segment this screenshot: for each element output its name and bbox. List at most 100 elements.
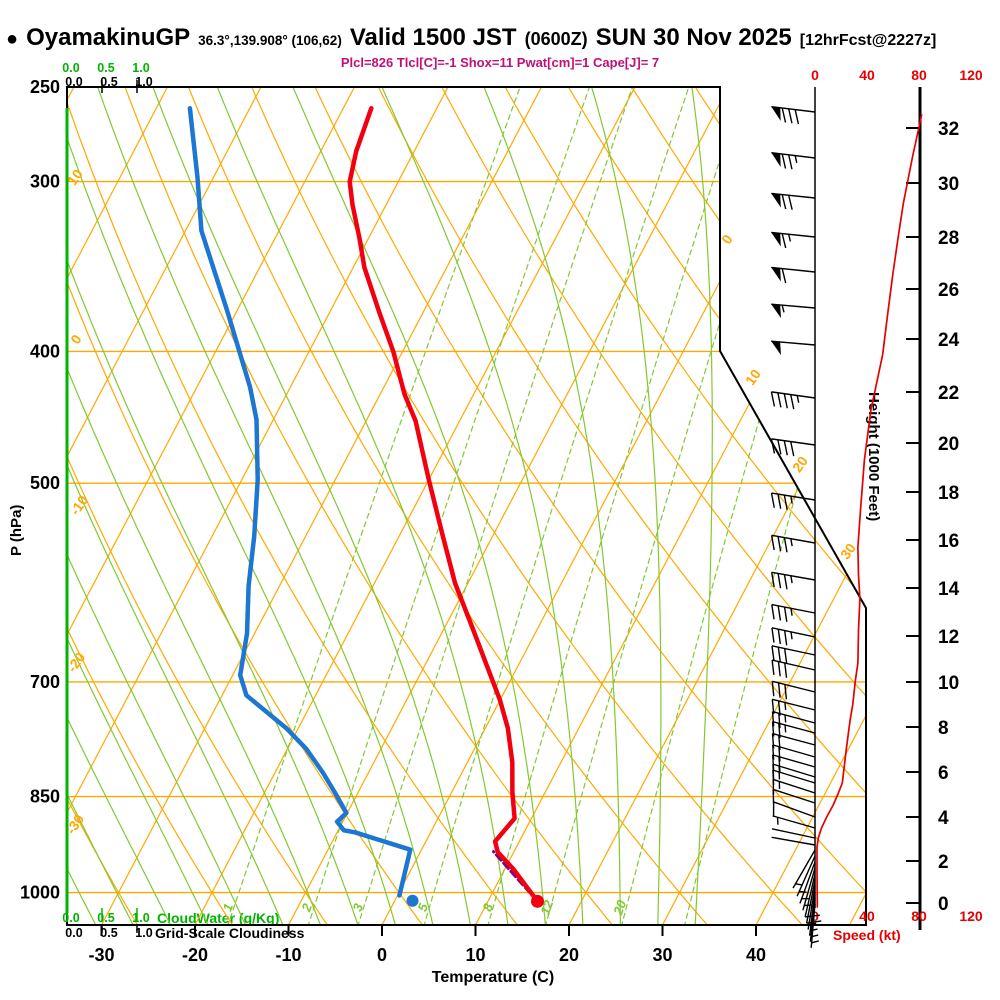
wind-barb — [771, 645, 816, 664]
station-bullet-icon: ● — [6, 28, 19, 50]
cloudiness-axis-label: Grid-Scale Cloudiness — [155, 925, 305, 941]
wind-barb — [771, 231, 816, 249]
height-tick-label: 18 — [938, 483, 959, 504]
cloudwater-axis-label: CloudWater (g/Kg) — [157, 910, 280, 926]
wind-barbs — [770, 105, 822, 948]
cloudiness-scale-bottom: 0.0 — [65, 926, 82, 940]
speed-profile-curve — [816, 114, 923, 908]
height-tick-label: 28 — [938, 228, 959, 249]
temperature-axis-label: Temperature (C) — [431, 969, 555, 986]
temperature-tick-label: -20 — [182, 945, 208, 965]
wind-barb — [771, 303, 816, 319]
height-tick-label: 4 — [938, 808, 949, 829]
forecast-tag: [12hrFcst@2227z] — [799, 32, 937, 49]
wind-barb — [771, 627, 816, 646]
height-tick-label: 16 — [938, 531, 959, 552]
height-tick-label: 32 — [938, 119, 959, 140]
surface-dewpoint-dot — [406, 894, 419, 907]
dry-adiabat-label: 0 — [67, 331, 85, 347]
wind-barb — [770, 391, 816, 410]
cloudiness-scale-top: 0.5 — [100, 75, 117, 89]
wind-barb — [771, 732, 816, 751]
pressure-tick-label: 700 — [30, 672, 60, 692]
height-tick-label: 14 — [938, 579, 960, 600]
isotherm-label: 10 — [742, 366, 764, 388]
pressure-tick-label: 400 — [30, 341, 60, 361]
cloudiness-scale-top: 1.0 — [135, 75, 152, 89]
speed-tick-label-bottom: 40 — [859, 908, 875, 924]
wind-barb — [771, 680, 816, 700]
chart-title: ● OyamakinuGP 36.3°,139.908° (106,62) Va… — [6, 24, 936, 52]
cloudwater-scale-bottom: 0.5 — [97, 911, 114, 925]
temperature-tick-label: 30 — [652, 945, 672, 965]
pressure-tick-label: 1000 — [20, 883, 60, 903]
wind-barb — [771, 340, 816, 356]
isotherms — [67, 87, 866, 925]
plot-gridlines — [67, 87, 866, 925]
pressure-tick-label: 300 — [30, 172, 60, 192]
temperature-tick-label: -30 — [88, 945, 114, 965]
wind-barb — [796, 855, 816, 897]
station-coordinates: 36.3°,139.908° (106,62) — [198, 33, 342, 48]
wind-barb — [771, 151, 816, 170]
dry-adiabats — [67, 87, 866, 925]
speed-axis-label: Speed (kt) — [833, 927, 901, 943]
wind-barb — [772, 815, 816, 829]
wind-barb — [771, 192, 816, 210]
station-name: OyamakinuGP — [26, 24, 191, 51]
cloudwater-scale-top: 0.5 — [97, 61, 114, 75]
dewpoint-curve — [187, 106, 413, 898]
isotherm-label: 30 — [837, 540, 859, 562]
pressure-tick-labels: 250 300 400 500 700 850 1000 — [20, 77, 60, 903]
wind-barb — [772, 801, 816, 818]
temperature-tick-label: 0 — [377, 945, 387, 965]
pressure-tick-label: 250 — [30, 77, 60, 97]
mixing-ratio-label: 1 — [219, 901, 236, 913]
wind-barb — [771, 266, 816, 284]
plot-border — [65, 86, 867, 926]
wind-barb — [770, 438, 816, 457]
wind-barb — [771, 659, 816, 678]
valid-time-utc: (0600Z) — [524, 29, 588, 49]
wind-barb — [770, 534, 816, 553]
wind-barb — [771, 828, 816, 839]
isotherm-label: 20 — [789, 453, 811, 475]
cloud-scale: 0.00.00.00.00.50.50.50.51.01.01.01.0 — [62, 61, 152, 940]
wind-barb — [771, 603, 816, 622]
wind-barb — [810, 903, 819, 948]
wind-barb — [770, 571, 816, 590]
speed-tick-label-top: 80 — [911, 67, 927, 83]
wind-barb — [799, 861, 816, 904]
cloudiness-scale-top: 0.0 — [65, 75, 82, 89]
height-tick-label: 20 — [938, 434, 959, 455]
wind-barb — [770, 492, 816, 510]
cloudiness-scale-bottom: 1.0 — [135, 926, 152, 940]
valid-time: Valid 1500 JST — [349, 24, 517, 51]
speed-tick-label-top: 120 — [959, 67, 983, 83]
height-tick-label: 22 — [938, 383, 959, 404]
wind-barb — [771, 710, 816, 729]
cloudiness-scale-bottom: 0.5 — [100, 926, 117, 940]
height-tick-label: 24 — [938, 330, 960, 351]
temperature-tick-label: 40 — [746, 945, 766, 965]
wind-barb — [771, 836, 816, 846]
cloudwater-scale-top: 1.0 — [132, 61, 149, 75]
temperature-tick-label: -10 — [275, 945, 301, 965]
height-tick-label: 0 — [938, 894, 949, 915]
height-tick-label: 12 — [938, 627, 959, 648]
mixing-ratio-label: 20 — [610, 897, 630, 917]
dry-adiabat-label: -10 — [67, 492, 92, 518]
pressure-tick-label: 500 — [30, 473, 60, 493]
height-tick-label: 2 — [938, 852, 949, 873]
moist-adiabats — [67, 87, 713, 925]
speed-tick-label-bottom: 80 — [911, 908, 927, 924]
height-tick-label: 6 — [938, 763, 949, 784]
temperature-tick-label: 20 — [559, 945, 579, 965]
height-tick-label: 10 — [938, 673, 959, 694]
stability-parameters: Plcl=826 Tlcl[C]=-1 Shox=11 Pwat[cm]=1 C… — [340, 55, 660, 70]
height-tick-label: 8 — [938, 718, 949, 739]
wind-and-height-axes: 0246810121416182022242628303200404080801… — [811, 67, 983, 930]
cloudwater-scale-top: 0.0 — [62, 61, 79, 75]
speed-tick-label-top: 40 — [859, 67, 875, 83]
